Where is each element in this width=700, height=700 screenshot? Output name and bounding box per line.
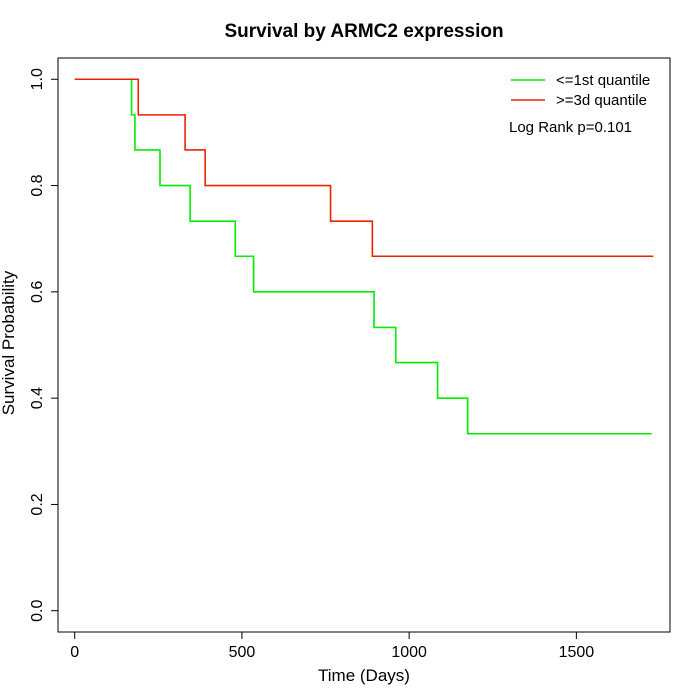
legend-label: <=1st quantile [556, 72, 650, 89]
x-axis-label: Time (Days) [318, 666, 410, 685]
log-rank-annotation: Log Rank p=0.101 [509, 119, 632, 136]
y-tick-label: 0.8 [29, 174, 46, 196]
y-tick-label: 0.0 [29, 600, 46, 622]
y-tick-label: 0.2 [29, 493, 46, 515]
chart-title: Survival by ARMC2 expression [224, 21, 503, 42]
x-tick-label: 0 [70, 644, 79, 661]
x-tick-label: 1500 [559, 644, 595, 661]
legend-label: >=3d quantile [556, 92, 647, 109]
y-axis-label: Survival Probability [0, 270, 18, 415]
x-axis: 0 500 1000 1500 [70, 631, 595, 661]
x-tick-label: 500 [229, 644, 256, 661]
survival-curve-1 [74, 78, 652, 435]
y-tick-label: 1.0 [29, 68, 46, 90]
survival-curve-2 [74, 78, 654, 258]
plot-frame [57, 57, 671, 633]
series-layer [74, 78, 654, 435]
x-tick-label: 1000 [391, 644, 427, 661]
y-axis: 0.0 0.2 0.4 0.6 0.8 1.0 [29, 68, 59, 622]
y-tick-label: 0.6 [29, 281, 46, 303]
y-tick-label: 0.4 [29, 387, 46, 409]
legend: <=1st quantile >=3d quantile [511, 72, 650, 109]
